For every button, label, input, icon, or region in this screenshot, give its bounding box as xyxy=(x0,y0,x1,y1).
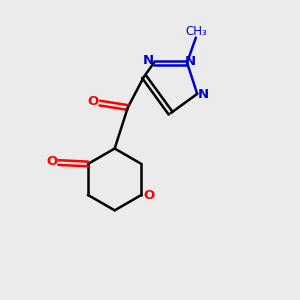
Text: N: N xyxy=(198,88,209,101)
Text: N: N xyxy=(143,54,154,67)
Text: O: O xyxy=(88,95,99,108)
Text: N: N xyxy=(185,55,196,68)
Text: O: O xyxy=(143,189,154,202)
Text: CH₃: CH₃ xyxy=(186,25,207,38)
Text: O: O xyxy=(46,155,58,168)
